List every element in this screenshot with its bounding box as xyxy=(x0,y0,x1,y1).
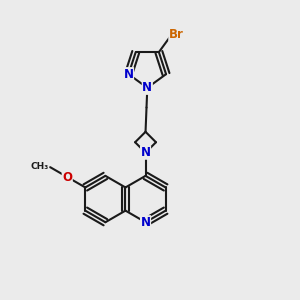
Text: N: N xyxy=(140,216,151,229)
Text: N: N xyxy=(124,68,134,81)
Text: Br: Br xyxy=(169,28,184,41)
Text: N: N xyxy=(140,146,151,159)
Text: CH₃: CH₃ xyxy=(30,162,49,171)
Text: O: O xyxy=(62,170,72,184)
Text: N: N xyxy=(142,81,152,94)
